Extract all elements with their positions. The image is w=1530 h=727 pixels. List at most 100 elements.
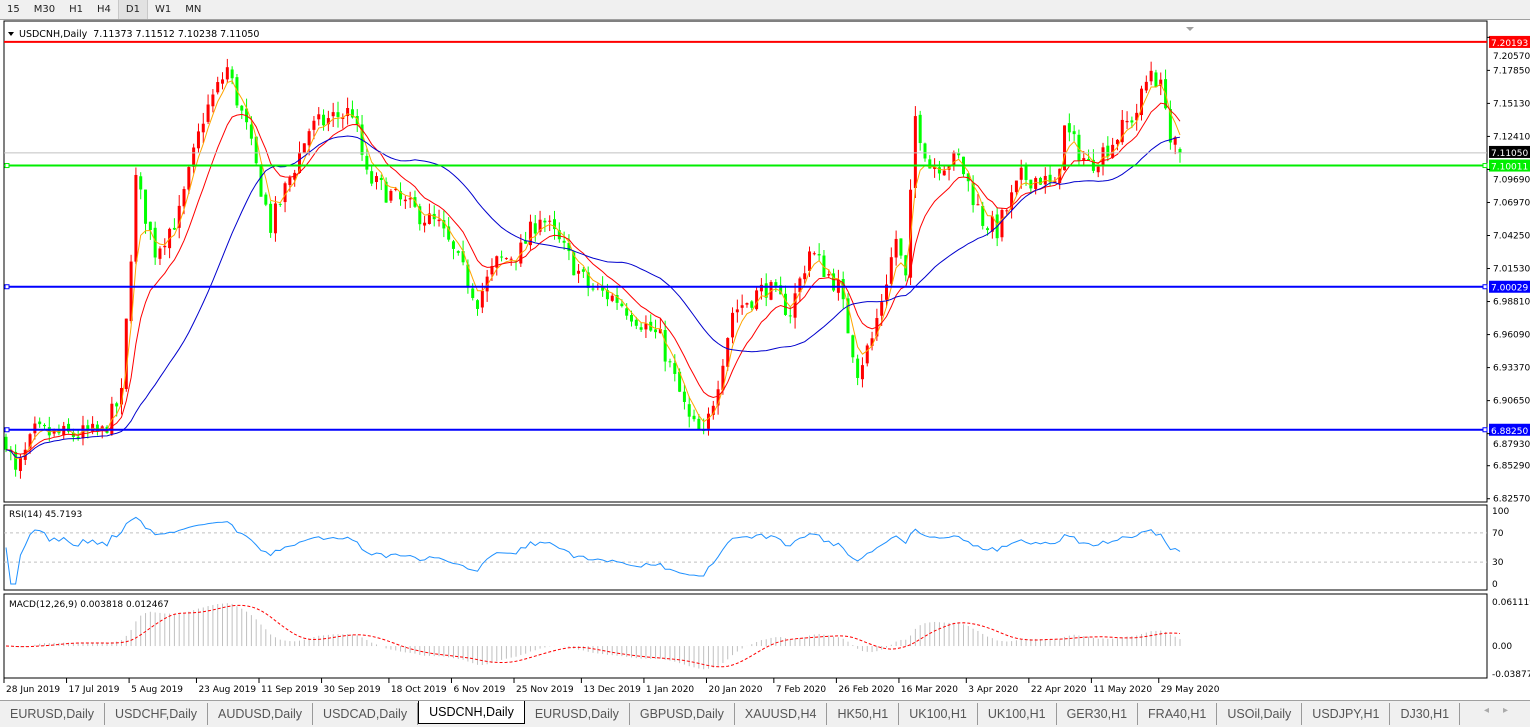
tab-scroll-arrows-icon[interactable]: ◂▸ — [1483, 705, 1522, 716]
symbol-tab[interactable]: UK100,H1 — [978, 703, 1057, 725]
horizontal-lines: 7.11050 7.20193 7.10011 7.00029 6.88250 — [4, 35, 1530, 437]
price-label: 6.88250 — [1491, 427, 1528, 437]
candle-body — [937, 167, 941, 174]
candle-body — [1034, 178, 1038, 189]
timeframe-MN[interactable]: MN — [185, 4, 202, 15]
candle-body — [322, 114, 326, 126]
candle-body — [971, 183, 975, 206]
symbol-tab[interactable]: FRA40,H1 — [1138, 703, 1218, 725]
macd-label: MACD(12,26,9) 0.003818 0.012467 — [9, 600, 169, 610]
candle-body — [933, 166, 937, 169]
timeframe-W1[interactable]: W1 — [154, 4, 172, 15]
candle-body — [639, 327, 643, 330]
dropdown-triangle-icon[interactable] — [8, 32, 14, 36]
candle-body — [480, 290, 484, 308]
line-handle[interactable] — [4, 163, 10, 169]
candle-body — [302, 143, 306, 154]
chart-window[interactable]: 7.11050 7.20193 7.10011 7.00029 6.88250 7.20… — [0, 20, 1530, 700]
symbol-tab[interactable]: AUDUSD,Daily — [208, 703, 314, 725]
symbol-tab[interactable]: HK50,H1 — [827, 703, 900, 725]
date-label: 28 Jun 2019 — [6, 685, 60, 695]
candle-body — [312, 120, 316, 130]
symbol-tab[interactable]: EURUSD,Daily — [0, 703, 106, 725]
symbol-tab[interactable]: USDCAD,Daily — [313, 703, 419, 725]
candle-body — [586, 272, 590, 288]
candle-body — [134, 174, 138, 262]
candle-body — [196, 131, 200, 149]
timeframe-M30[interactable]: M30 — [33, 4, 56, 15]
date-label: 30 Sep 2019 — [324, 685, 381, 695]
candle-body — [923, 143, 927, 159]
candle-body — [326, 118, 330, 125]
candle-body — [928, 159, 932, 169]
candle-body — [1115, 139, 1119, 145]
candle-body — [389, 190, 393, 201]
candle-body — [774, 282, 778, 287]
line-handle[interactable] — [1482, 284, 1488, 290]
symbol-tab[interactable]: USDCHF,Daily — [105, 703, 208, 725]
rsi-line — [5, 516, 1181, 585]
candle-body — [95, 424, 99, 432]
candle-body — [745, 303, 749, 305]
timeframe-15[interactable]: 15 — [7, 4, 20, 15]
candle-body — [860, 365, 864, 380]
line-handle[interactable] — [1482, 427, 1488, 433]
candle-body — [1014, 180, 1018, 193]
timeframe-H4[interactable]: H4 — [96, 4, 111, 15]
candle-body — [148, 221, 152, 231]
candle-body — [706, 413, 710, 429]
date-label: 17 Jul 2019 — [69, 685, 120, 695]
macd-area — [3, 593, 1488, 679]
candle-body — [273, 203, 277, 234]
symbol-tab[interactable]: DJ30,H1 — [1390, 703, 1461, 725]
candle-body — [740, 305, 744, 308]
symbol-tab[interactable]: EURUSD,Daily — [525, 703, 630, 725]
candle-body — [1140, 88, 1144, 116]
candle-body — [158, 248, 162, 259]
candle-body — [298, 152, 301, 173]
line-handle[interactable] — [4, 427, 10, 433]
symbol-tab[interactable]: GBPUSD,Daily — [630, 703, 735, 725]
moving-averages — [5, 80, 1181, 459]
candle-body — [259, 165, 263, 197]
candle-body — [601, 286, 605, 291]
chart-shift-marker-icon[interactable] — [1186, 27, 1194, 31]
candle-body — [581, 269, 585, 272]
candle-body — [567, 242, 571, 252]
candle-body — [67, 423, 71, 432]
symbol-tab[interactable]: USOil,Daily — [1217, 703, 1303, 725]
symbol-tab[interactable]: GER30,H1 — [1057, 703, 1139, 725]
line-handle[interactable] — [4, 284, 10, 290]
candle-body — [841, 279, 845, 300]
timeframe-H1[interactable]: H1 — [69, 4, 83, 15]
symbol-tab[interactable]: XAUUSD,H4 — [735, 703, 828, 725]
date-label: 22 Apr 2020 — [1031, 685, 1087, 695]
candle-body — [1144, 81, 1148, 91]
candle-body — [591, 288, 595, 290]
price-label-bg — [1489, 280, 1530, 293]
candle-body — [668, 361, 672, 363]
price-axis: 7.20570 7.17850 7.15130 7.12410 7.09690 7.069… — [1487, 36, 1530, 505]
candle-body — [1048, 174, 1052, 183]
candle-body — [514, 260, 518, 262]
symbol-tab[interactable]: USDJPY,H1 — [1302, 703, 1391, 725]
price-tick-label: 6.87930 — [1493, 440, 1530, 450]
candle-body — [726, 338, 730, 367]
moving-average-line — [5, 102, 1181, 455]
timeframe-D1[interactable]: D1 — [117, 0, 148, 19]
candle-body — [1029, 179, 1033, 189]
symbol-tab[interactable]: USDCNH,Daily — [418, 701, 525, 724]
candle-body — [394, 188, 398, 190]
candle-body — [139, 176, 143, 190]
candle-body — [788, 315, 792, 317]
price-tick-label: 7.20570 — [1493, 52, 1530, 62]
line-handle[interactable] — [1482, 163, 1488, 169]
candle-body — [14, 451, 18, 470]
macd-panel: MACD(12,26,9) 0.003818 0.012467 0.061119 0… — [5, 598, 1530, 680]
moving-average-line — [5, 135, 1181, 458]
price-tick-label: 7.15130 — [1493, 99, 1530, 109]
candle-body — [764, 283, 768, 298]
price-tick-label: 6.93370 — [1493, 364, 1530, 374]
candle-body — [803, 273, 807, 280]
symbol-tab[interactable]: UK100,H1 — [899, 703, 978, 725]
